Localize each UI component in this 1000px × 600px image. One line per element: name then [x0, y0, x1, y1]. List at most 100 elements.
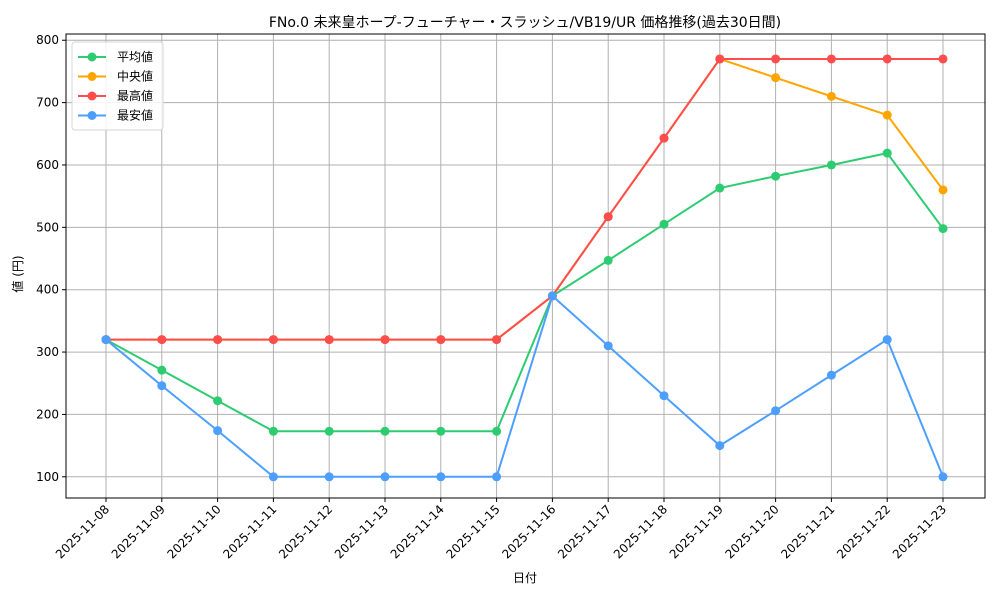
data-point [157, 365, 167, 375]
data-point [436, 426, 446, 436]
data-point [826, 91, 836, 101]
legend-label: 中央値 [117, 69, 153, 84]
y-axis: 100 200 300 400 500 600 700 800 [36, 33, 66, 484]
data-point [157, 381, 167, 391]
data-point [213, 335, 223, 345]
x-tick-label: 2025-11-23 [890, 502, 949, 561]
data-point [547, 291, 557, 301]
chart-title: FNo.0 未来皇ホープ-フューチャー・スラッシュ/VB19/UR 価格推移(過… [269, 15, 781, 31]
series-line [106, 57, 943, 341]
data-point [101, 335, 111, 345]
y-tick-label: 500 [36, 220, 59, 234]
data-point [882, 335, 892, 345]
series-平均値 [101, 148, 948, 436]
x-tick-label: 2025-11-18 [611, 502, 670, 561]
plot-frame [65, 33, 986, 499]
series-line [105, 152, 944, 433]
data-point [492, 335, 502, 345]
data-point [826, 54, 836, 64]
data-point [324, 426, 334, 436]
legend-label: 最高値 [117, 88, 153, 103]
x-tick-label: 2025-11-08 [53, 502, 112, 561]
x-tick-label: 2025-11-10 [165, 502, 224, 561]
data-point [938, 54, 948, 64]
y-tick-label: 400 [36, 283, 59, 297]
x-tick-label: 2025-11-21 [778, 502, 837, 561]
data-point [603, 212, 613, 222]
legend-marker-icon [87, 91, 97, 101]
legend-item: 最安値 [78, 108, 153, 123]
y-tick-label: 800 [36, 33, 59, 47]
legend-box [71, 41, 164, 131]
x-axis-label: 日付 [513, 571, 537, 585]
x-tick-label: 2025-11-19 [667, 502, 726, 561]
data-point [659, 133, 669, 143]
data-point [324, 335, 334, 345]
y-tick-label: 200 [36, 407, 59, 421]
y-tick-label: 600 [36, 158, 59, 172]
data-point [715, 54, 725, 64]
data-point [771, 54, 781, 64]
x-tick-label: 2025-11-13 [332, 502, 391, 561]
data-point [492, 426, 502, 436]
data-point [492, 472, 502, 482]
data-point [938, 472, 948, 482]
data-point [603, 341, 613, 351]
series-layer [101, 54, 948, 482]
data-point [436, 335, 446, 345]
y-tick-label: 700 [36, 96, 59, 110]
data-point [324, 472, 334, 482]
x-tick-label: 2025-11-15 [444, 502, 503, 561]
x-tick-label: 2025-11-20 [723, 502, 782, 561]
y-axis-label: 値 (円) [10, 255, 25, 292]
series-line [105, 294, 944, 478]
data-point [157, 335, 167, 345]
data-point [882, 148, 892, 158]
data-point [603, 255, 613, 265]
legend-label: 平均値 [117, 49, 153, 64]
legend-marker-icon [87, 72, 97, 81]
legend-marker-icon [87, 52, 97, 62]
data-point [715, 183, 725, 193]
x-tick-label: 2025-11-17 [555, 502, 614, 561]
legend-item: 最高値 [78, 88, 153, 103]
data-point [659, 391, 669, 401]
data-point [380, 335, 390, 345]
x-tick-label: 2025-11-22 [834, 502, 893, 561]
data-point [826, 160, 836, 170]
y-tick-label: 100 [36, 470, 59, 484]
data-point [771, 406, 781, 416]
data-point [938, 224, 948, 234]
data-point [659, 219, 669, 229]
x-tick-label: 2025-11-14 [388, 502, 447, 561]
series-最安値 [101, 291, 948, 482]
data-point [268, 472, 278, 482]
data-point [771, 171, 781, 181]
legend-item: 平均値 [78, 49, 153, 64]
x-tick-label: 2025-11-09 [109, 502, 168, 561]
series-中央値 [101, 54, 948, 345]
series-line [106, 57, 944, 341]
legend-item: 中央値 [78, 69, 153, 84]
data-point [380, 472, 390, 482]
y-tick-label: 300 [36, 345, 59, 359]
data-point [268, 426, 278, 436]
legend-marker-icon [87, 111, 97, 120]
data-point [882, 54, 892, 64]
data-point [826, 370, 836, 380]
data-point [213, 426, 223, 436]
data-point [436, 472, 446, 482]
data-point [938, 185, 948, 195]
x-tick-label: 2025-11-12 [276, 502, 335, 561]
data-point [715, 441, 725, 451]
data-point [268, 335, 278, 345]
data-point [380, 426, 390, 436]
x-tick-label: 2025-11-11 [220, 502, 279, 561]
data-point [882, 110, 892, 120]
data-point [213, 396, 223, 406]
x-axis: 2025-11-082025-11-092025-11-102025-11-11… [53, 498, 949, 561]
series-最高値 [101, 54, 948, 345]
x-tick-label: 2025-11-16 [499, 502, 558, 561]
